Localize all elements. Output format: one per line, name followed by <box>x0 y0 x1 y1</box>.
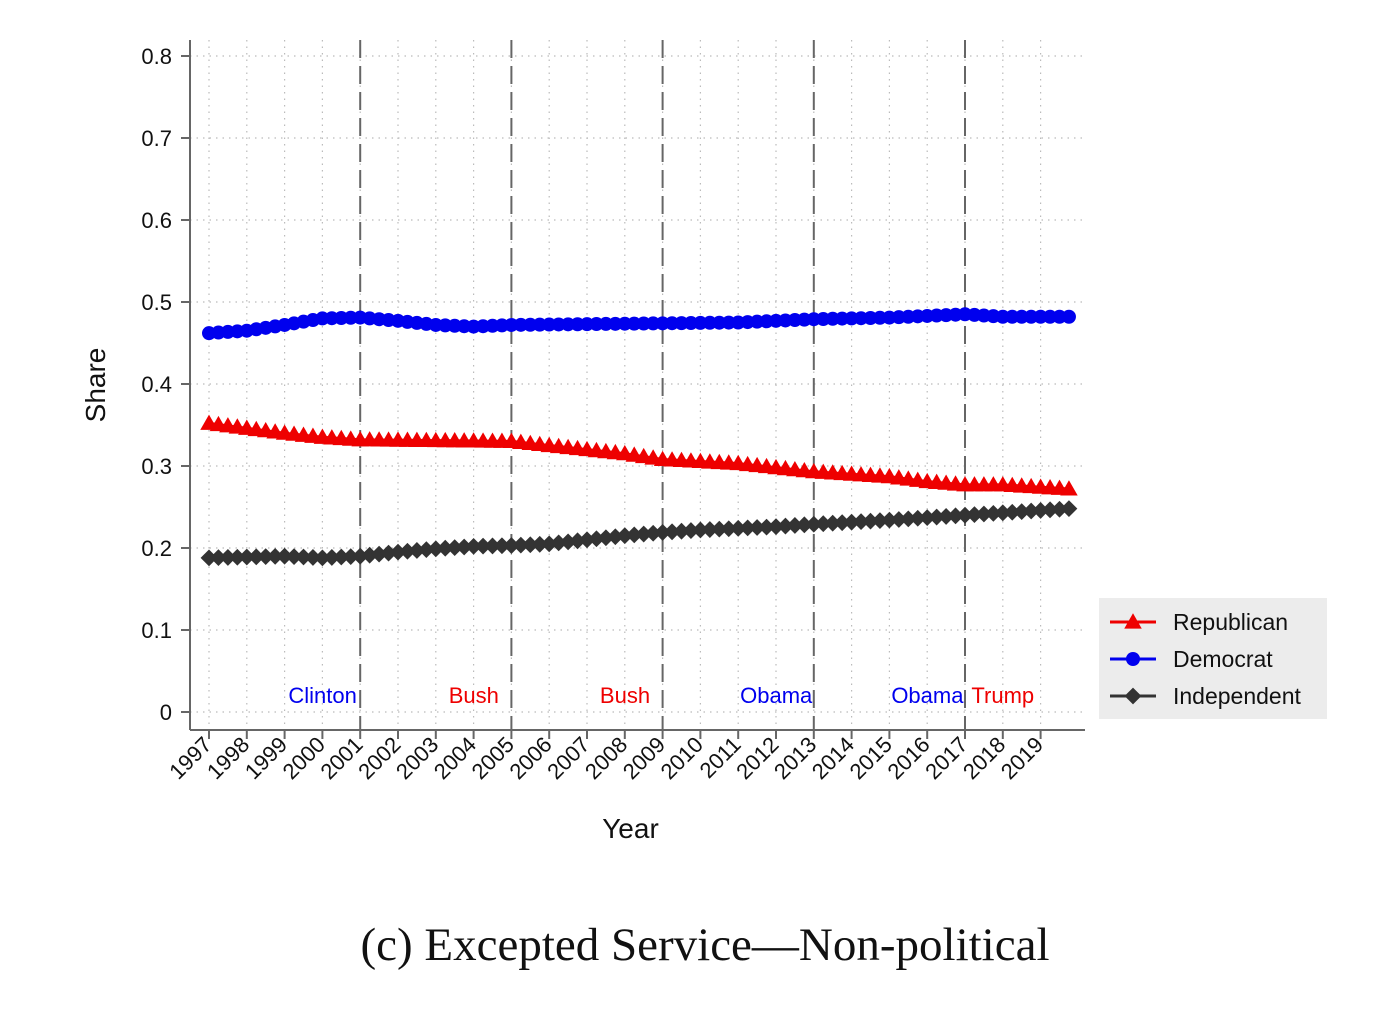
y-tick-label: 0 <box>160 700 172 725</box>
legend-label: Independent <box>1173 683 1302 709</box>
figure-caption: (c) Excepted Service—Non-political <box>0 918 1384 972</box>
x-tick-label: 2018 <box>958 732 1010 784</box>
series-democrat <box>202 307 1076 340</box>
legend-label: Republican <box>1173 609 1288 635</box>
x-tick-label: 2000 <box>278 732 330 784</box>
x-axis-title: Year <box>602 813 659 844</box>
y-tick-label: 0.2 <box>141 536 172 561</box>
x-tick-label: 2002 <box>353 732 405 784</box>
chart: 0 0.1 0.2 0.3 0.4 0.5 0.6 0.7 0.8 1997 1998 1999 200… <box>0 0 1384 1006</box>
x-tick-label: 2015 <box>845 732 897 784</box>
x-tick-label: 2007 <box>542 732 594 784</box>
series-republican <box>200 415 1077 496</box>
x-tick-label: 2008 <box>580 732 632 784</box>
data-point-democrat <box>1062 310 1076 324</box>
grid-lines <box>190 40 1085 730</box>
term-label: Clinton <box>288 683 356 708</box>
y-tick-label: 0.6 <box>141 208 172 233</box>
term-label: Bush <box>449 683 499 708</box>
term-label: Obama <box>891 683 964 708</box>
x-tick-label: 2010 <box>656 732 708 784</box>
x-tick-label: 2017 <box>920 732 972 784</box>
y-tick-label: 0.4 <box>141 372 172 397</box>
x-tick-label: 2005 <box>467 732 519 784</box>
series-independent <box>201 500 1078 566</box>
data-point-independent <box>1061 500 1078 517</box>
legend-marker <box>1126 652 1140 666</box>
line-chart: 00.10.20.30.40.50.60.70.8199719981999200… <box>0 0 1384 1006</box>
x-tick-label: 1997 <box>164 732 216 784</box>
x-tick-label: 2011 <box>695 732 746 783</box>
x-tick-label: 2001 <box>315 732 367 784</box>
x-tick-label: 1998 <box>202 732 254 784</box>
x-tick-label: 2013 <box>769 732 821 784</box>
x-tick-label: 2006 <box>504 732 556 784</box>
x-tick-label: 2009 <box>618 732 670 784</box>
term-label: Trump <box>971 683 1034 708</box>
y-tick-label: 0.3 <box>141 454 172 479</box>
x-tick-label: 2019 <box>996 732 1048 784</box>
x-tick-label: 2012 <box>731 732 783 784</box>
y-tick-label: 0.1 <box>141 618 172 643</box>
x-tick-label: 2004 <box>429 732 481 784</box>
term-label: Bush <box>600 683 650 708</box>
x-tick-label: 2016 <box>882 732 934 784</box>
y-tick-label: 0.5 <box>141 290 172 315</box>
y-tick-label: 0.7 <box>141 126 172 151</box>
legend: Republican Democrat Independent <box>1099 598 1327 719</box>
x-tick-label: 1999 <box>240 732 292 784</box>
x-tick-label: 2003 <box>391 732 443 784</box>
x-tick-label: 2014 <box>807 732 859 784</box>
legend-label: Democrat <box>1173 646 1273 672</box>
y-tick-label: 0.8 <box>141 44 172 69</box>
term-label: Obama <box>740 683 813 708</box>
y-axis-title: Share <box>80 348 111 423</box>
